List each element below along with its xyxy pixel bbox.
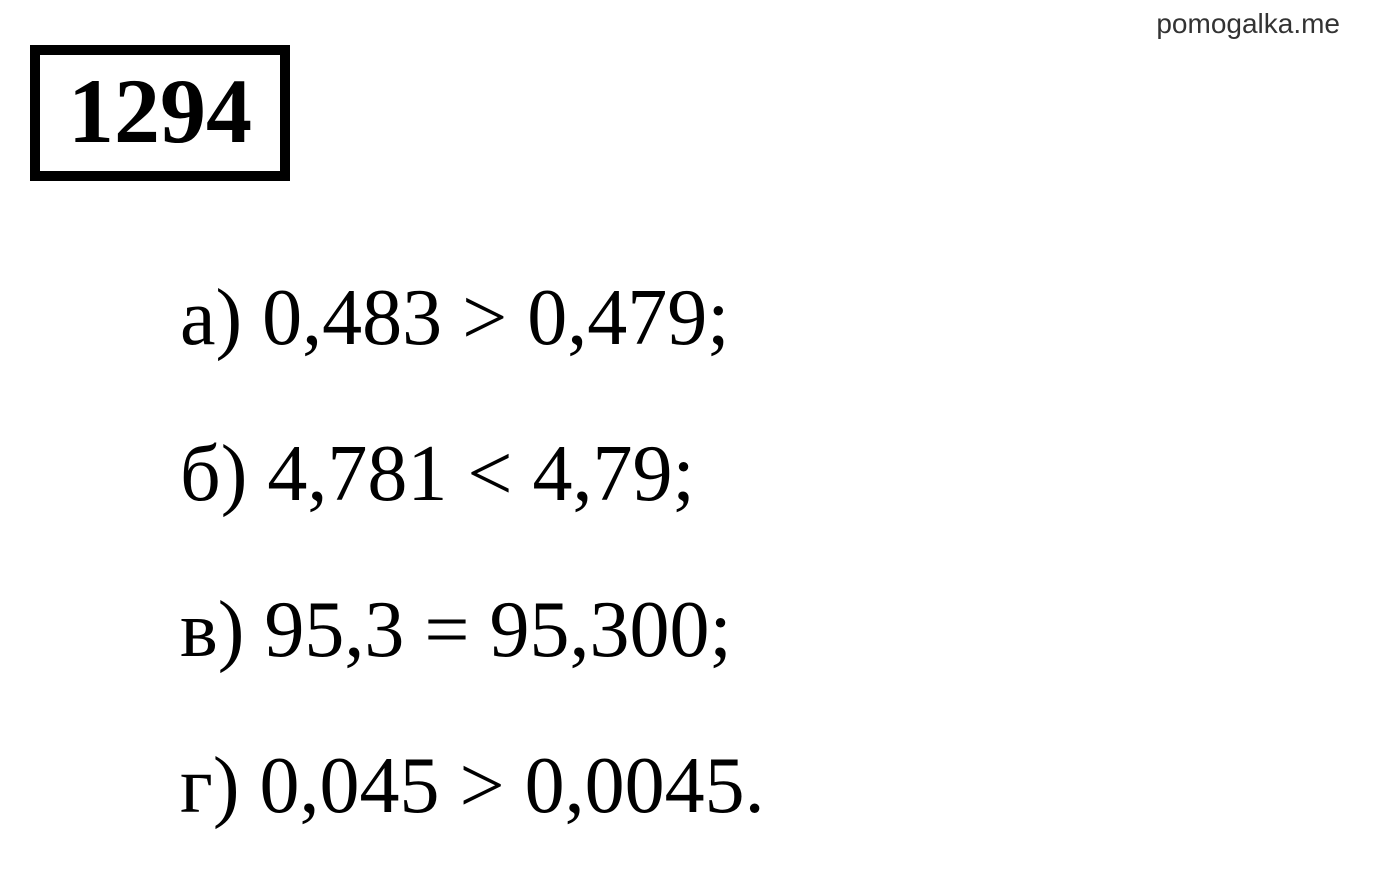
line-d: г) 0,045 > 0,0045. <box>180 708 765 864</box>
problem-number-box: 1294 <box>30 45 290 181</box>
line-c: в) 95,3 = 95,300; <box>180 552 765 708</box>
problem-number: 1294 <box>68 65 252 157</box>
line-a: а) 0,483 > 0,479; <box>180 240 765 396</box>
problem-content: а) 0,483 > 0,479; б) 4,781 < 4,79; в) 95… <box>180 240 765 864</box>
watermark-text: pomogalka.me <box>1156 8 1340 40</box>
line-b: б) 4,781 < 4,79; <box>180 396 765 552</box>
